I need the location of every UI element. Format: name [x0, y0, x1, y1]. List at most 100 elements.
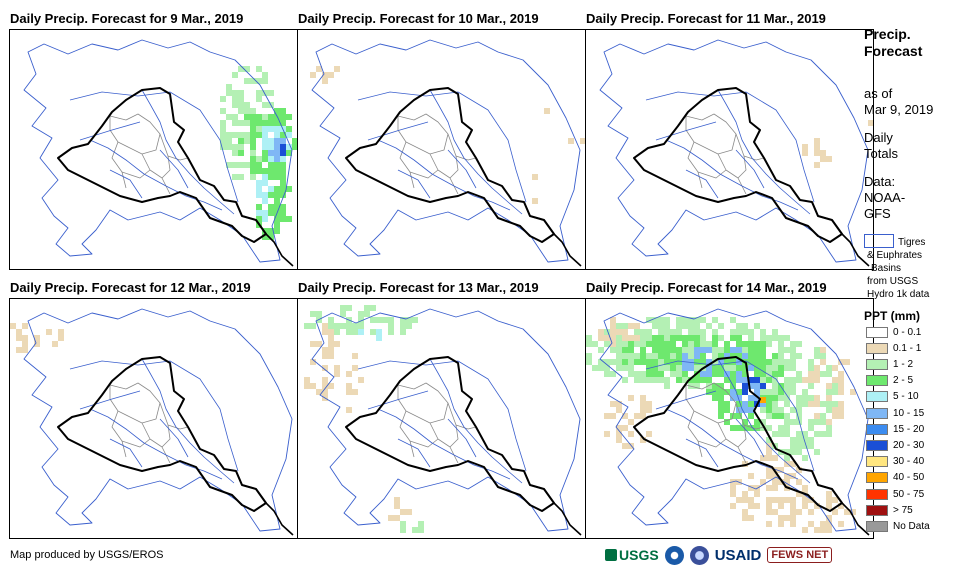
- precip-cell: [682, 317, 688, 323]
- basin-subdivisions: [69, 360, 239, 472]
- precip-cell: [736, 335, 742, 341]
- precip-cell: [736, 377, 742, 383]
- precip-cell: [820, 353, 826, 359]
- precip-cell: [754, 389, 760, 395]
- precip-cells: [10, 323, 64, 353]
- precip-cell: [730, 395, 736, 401]
- precip-cell: [616, 407, 622, 413]
- precip-cell: [676, 359, 682, 365]
- precip-cell: [388, 329, 394, 335]
- precip-cell: [256, 90, 262, 96]
- precip-cell: [718, 335, 724, 341]
- precip-cell: [250, 126, 256, 132]
- precip-cell: [694, 347, 700, 353]
- precip-cell: [340, 311, 346, 317]
- precip-cell: [274, 120, 280, 126]
- precip-cell: [244, 120, 250, 126]
- precip-cell: [238, 174, 244, 180]
- precip-cell: [802, 150, 808, 156]
- precip-cell: [772, 479, 778, 485]
- precip-cell: [814, 353, 820, 359]
- precip-cell: [262, 102, 268, 108]
- precip-cell: [244, 162, 250, 168]
- precip-cell: [658, 359, 664, 365]
- precip-cell: [772, 509, 778, 515]
- precip-cell: [796, 377, 802, 383]
- precip-cell: [286, 216, 292, 222]
- precip-cell: [352, 323, 358, 329]
- precip-cell: [292, 138, 297, 144]
- precip-cell: [220, 138, 226, 144]
- precip-cell: [292, 144, 297, 150]
- precip-cell: [826, 389, 832, 395]
- precip-cell: [718, 371, 724, 377]
- precip-cell: [790, 509, 796, 515]
- precip-cell: [826, 491, 832, 497]
- precip-cell: [640, 329, 646, 335]
- precip-cell: [676, 353, 682, 359]
- precip-cell: [310, 341, 316, 347]
- ppt-swatch: [866, 391, 888, 403]
- precip-cell: [610, 335, 616, 341]
- precip-cell: [796, 467, 802, 473]
- precip-cell: [634, 413, 640, 419]
- map-panel-6: [585, 298, 874, 539]
- precip-cell: [232, 90, 238, 96]
- ppt-label: 30 - 40: [893, 456, 925, 468]
- precip-cell: [700, 353, 706, 359]
- precip-cell: [382, 317, 388, 323]
- precip-cell: [712, 383, 718, 389]
- precip-cell: [220, 108, 226, 114]
- precip-cell: [748, 425, 754, 431]
- precip-cell: [262, 144, 268, 150]
- precip-cell: [826, 371, 832, 377]
- precip-cell: [310, 383, 316, 389]
- precip-cells: [310, 66, 585, 204]
- precip-cell: [628, 359, 634, 365]
- partner-logos: USGS USAID FEWS NET: [605, 543, 833, 567]
- precip-cell: [790, 341, 796, 347]
- ppt-legend-title: PPT (mm): [864, 309, 921, 323]
- precip-cell: [58, 329, 64, 335]
- precip-cell: [274, 192, 280, 198]
- precip-cell: [808, 365, 814, 371]
- precip-cell: [820, 527, 826, 533]
- precip-cell: [652, 377, 658, 383]
- precip-cell: [772, 359, 778, 365]
- precip-cell: [736, 401, 742, 407]
- precip-cell: [748, 359, 754, 365]
- basin-swatch: [864, 234, 894, 248]
- precip-cell: [280, 114, 286, 120]
- precip-cell: [766, 413, 772, 419]
- precip-cell: [664, 353, 670, 359]
- panel-title-3: Daily Precip. Forecast for 11 Mar., 2019: [586, 11, 826, 26]
- precip-cell: [772, 455, 778, 461]
- precip-cell: [310, 311, 316, 317]
- precip-cell: [718, 365, 724, 371]
- precip-cell: [586, 359, 592, 365]
- precip-cell: [700, 341, 706, 347]
- precip-cell: [754, 353, 760, 359]
- precip-cell: [784, 473, 790, 479]
- precip-cell: [268, 186, 274, 192]
- precip-cell: [784, 497, 790, 503]
- precip-cell: [688, 347, 694, 353]
- precip-cell: [274, 162, 280, 168]
- precip-cell: [52, 341, 58, 347]
- precip-cell: [784, 365, 790, 371]
- precip-cell: [784, 389, 790, 395]
- precip-cell: [406, 323, 412, 329]
- precip-cell: [634, 353, 640, 359]
- precip-cell: [790, 515, 796, 521]
- precip-cell: [820, 150, 826, 156]
- precip-cell: [694, 359, 700, 365]
- precip-cell: [736, 413, 742, 419]
- precip-cell: [346, 329, 352, 335]
- precip-cell: [838, 377, 844, 383]
- precip-cell: [358, 329, 364, 335]
- precip-cell: [766, 389, 772, 395]
- precip-cell: [22, 347, 28, 353]
- precip-cell: [310, 359, 316, 365]
- precip-cell: [772, 383, 778, 389]
- precip-cell: [718, 353, 724, 359]
